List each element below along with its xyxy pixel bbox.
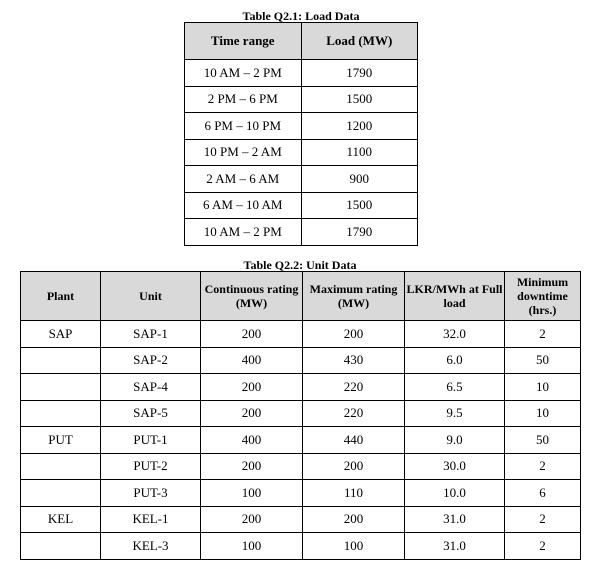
load-data-table: Time range Load (MW) 10 AM – 2 PM 1790 2 PM… [184, 22, 418, 246]
unit-data-table-cell: 10 [504, 373, 581, 401]
unit-data-table-cell: 440 [302, 426, 405, 454]
unit-data-table-cell: SAP-4 [100, 373, 201, 401]
unit-data-table-cell: 200 [200, 452, 303, 480]
load-data-table-cell: 6 AM – 10 AM [184, 191, 302, 219]
unit-data-caption: Table Q2.2: Unit Data [243, 258, 357, 272]
unit-data-table-cell: 200 [200, 399, 303, 427]
unit-data-table-cell: 430 [302, 346, 405, 374]
unit-data-table-cell: 10 [504, 399, 581, 427]
load-data-table-cell: 6 PM – 10 PM [184, 112, 302, 140]
unit-data-table-cell: 30.0 [404, 452, 505, 480]
unit-data-header-row: Plant Unit Continuous rating (MW) Maximum r… [20, 271, 581, 321]
unit-data-table-cell: PUT [20, 426, 101, 454]
unit-data-table-cell: SAP-2 [100, 346, 201, 374]
unit-data-table-row: SAP-5 200 220 9.5 10 [20, 399, 581, 427]
unit-data-table-row: KEL KEL-1 200 200 31.0 2 [20, 505, 581, 533]
load-data-table-cell: 1790 [300, 218, 418, 246]
load-data-table-cell: 10 PM – 2 AM [184, 138, 302, 166]
unit-data-table-cell: 220 [302, 399, 405, 427]
unit-data-table-cell: 200 [302, 505, 405, 533]
unit-data-column-header: Continuous rating (MW) [200, 271, 303, 321]
unit-data-table-cell: 220 [302, 373, 405, 401]
load-data-table-cell: 900 [300, 165, 418, 193]
unit-data-table-cell: 10.0 [404, 479, 505, 507]
unit-data-table-cell: PUT-2 [100, 452, 201, 480]
unit-data-table-cell: 9.0 [404, 426, 505, 454]
load-data-table-row: 10 PM – 2 AM 1100 [184, 138, 418, 166]
unit-data-column-header: Minimum downtime (hrs.) [504, 271, 581, 321]
load-data-column-header: Load (MW) [300, 22, 418, 60]
load-data-table-row: 10 AM – 2 PM 1790 [184, 59, 418, 87]
unit-data-table-cell: 2 [504, 532, 581, 560]
load-data-table-cell: 10 AM – 2 PM [184, 59, 302, 87]
unit-data-table-cell [20, 452, 101, 480]
unit-data-table: Plant Unit Continuous rating (MW) Maximum r… [20, 271, 581, 560]
unit-data-table-cell: PUT-3 [100, 479, 201, 507]
unit-data-table-cell: 100 [200, 479, 303, 507]
unit-data-table-cell: KEL-1 [100, 505, 201, 533]
unit-data-table-cell [20, 532, 101, 560]
unit-data-table-cell: 400 [200, 426, 303, 454]
unit-data-table-cell [20, 346, 101, 374]
unit-data-table-cell: 200 [200, 505, 303, 533]
unit-data-table-cell: 50 [504, 426, 581, 454]
unit-data-table-cell [20, 399, 101, 427]
unit-data-table-cell: 32.0 [404, 320, 505, 348]
unit-data-table-cell: 2 [504, 505, 581, 533]
unit-data-table-cell: SAP [20, 320, 101, 348]
unit-data-column-header: Unit [100, 271, 201, 321]
unit-data-table-cell: 31.0 [404, 505, 505, 533]
unit-data-table-cell: KEL-3 [100, 532, 201, 560]
unit-data-table-row: SAP SAP-1 200 200 32.0 2 [20, 320, 581, 348]
load-data-column-header: Time range [184, 22, 302, 60]
load-data-caption: Table Q2.1: Load Data [242, 9, 360, 23]
unit-data-column-header: Maximum rating (MW) [302, 271, 405, 321]
unit-data-table-cell [20, 373, 101, 401]
unit-data-table-row: SAP-4 200 220 6.5 10 [20, 373, 581, 401]
unit-data-table-cell: 50 [504, 346, 581, 374]
unit-data-table-cell: PUT-1 [100, 426, 201, 454]
unit-data-table-cell: 100 [302, 532, 405, 560]
unit-data-table-row: PUT-3 100 110 10.0 6 [20, 479, 581, 507]
unit-data-table-row: KEL-3 100 100 31.0 2 [20, 532, 581, 560]
load-data-table-cell: 2 AM – 6 AM [184, 165, 302, 193]
load-data-table-row: 6 PM – 10 PM 1200 [184, 112, 418, 140]
unit-data-table-cell: 200 [302, 452, 405, 480]
unit-data-table-cell: KEL [20, 505, 101, 533]
load-data-table-cell: 1100 [300, 138, 418, 166]
unit-data-table-cell: 6 [504, 479, 581, 507]
load-data-table-row: 2 PM – 6 PM 1500 [184, 85, 418, 113]
unit-data-table-row: PUT-2 200 200 30.0 2 [20, 452, 581, 480]
unit-data-table-cell [20, 479, 101, 507]
unit-data-table-cell: SAP-5 [100, 399, 201, 427]
load-data-table-row: 6 AM – 10 AM 1500 [184, 191, 418, 219]
unit-data-table-cell: 2 [504, 320, 581, 348]
unit-data-table-cell: 110 [302, 479, 405, 507]
unit-data-table-cell: 400 [200, 346, 303, 374]
load-data-table-cell: 10 AM – 2 PM [184, 218, 302, 246]
load-data-table-cell: 1790 [300, 59, 418, 87]
load-data-table-cell: 1500 [300, 85, 418, 113]
unit-data-table-cell: 100 [200, 532, 303, 560]
unit-data-column-header: Plant [20, 271, 101, 321]
load-data-table-row: 2 AM – 6 AM 900 [184, 165, 418, 193]
unit-data-table-cell: 6.5 [404, 373, 505, 401]
load-data-table-cell: 2 PM – 6 PM [184, 85, 302, 113]
unit-data-table-row: SAP-2 400 430 6.0 50 [20, 346, 581, 374]
load-data-table-row: 10 AM – 2 PM 1790 [184, 218, 418, 246]
unit-data-table-cell: 200 [200, 373, 303, 401]
unit-data-table-cell: SAP-1 [100, 320, 201, 348]
load-data-header-row: Time range Load (MW) [184, 22, 418, 60]
load-data-table-cell: 1200 [300, 112, 418, 140]
unit-data-table-cell: 200 [302, 320, 405, 348]
unit-data-table-cell: 200 [200, 320, 303, 348]
unit-data-table-cell: 31.0 [404, 532, 505, 560]
unit-data-column-header: LKR/MWh at Full load [404, 271, 505, 321]
unit-data-table-cell: 2 [504, 452, 581, 480]
unit-data-table-row: PUT PUT-1 400 440 9.0 50 [20, 426, 581, 454]
unit-data-table-cell: 9.5 [404, 399, 505, 427]
unit-data-table-cell: 6.0 [404, 346, 505, 374]
load-data-table-cell: 1500 [300, 191, 418, 219]
